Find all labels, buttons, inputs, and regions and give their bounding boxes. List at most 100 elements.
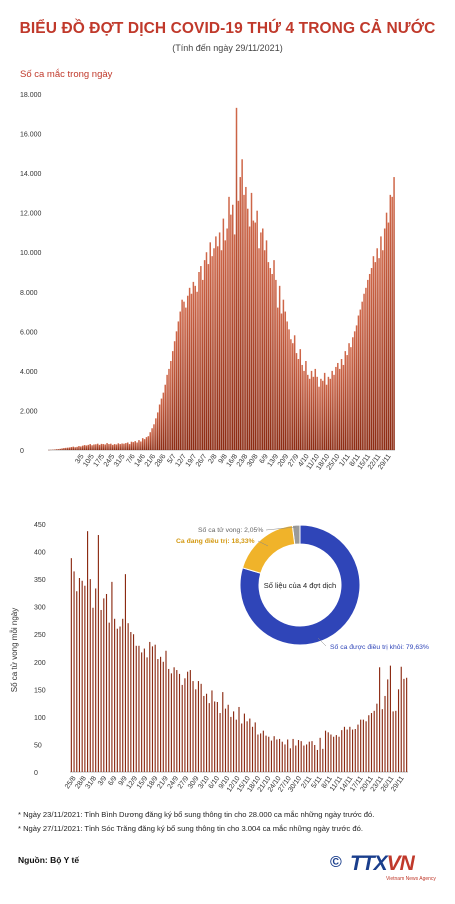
bar: [353, 331, 356, 450]
bar: [374, 262, 377, 450]
bar: [160, 656, 162, 772]
bar: [181, 299, 183, 450]
bar: [380, 236, 382, 450]
bar: [87, 444, 90, 450]
y-tick-label: 4.000: [20, 369, 38, 376]
bar: [119, 626, 121, 772]
bar: [278, 285, 281, 450]
bar: [357, 724, 359, 772]
bar: [270, 740, 273, 772]
bar: [156, 412, 159, 450]
bar: [362, 719, 364, 772]
bar: [379, 667, 381, 772]
bar: [168, 368, 170, 450]
bar: [98, 444, 101, 450]
bar: [322, 380, 324, 450]
y-tick-label: 12.000: [20, 211, 42, 218]
bar: [216, 702, 218, 772]
bar: [301, 364, 303, 450]
bar: [104, 444, 106, 450]
bar: [226, 228, 228, 450]
bar: [344, 351, 347, 450]
bar: [157, 659, 159, 772]
bar: [297, 359, 300, 450]
donut-leader-line: [317, 637, 327, 647]
bar: [355, 325, 358, 450]
bar: [132, 442, 135, 450]
bar: [209, 242, 211, 450]
bar: [57, 449, 60, 450]
y-tick-label: 250: [34, 632, 46, 639]
y-tick-label: 0: [34, 770, 38, 777]
bar: [138, 440, 140, 450]
y-tick-label: 50: [34, 742, 42, 749]
bar: [55, 449, 58, 450]
bar: [278, 738, 281, 772]
bar: [316, 749, 318, 772]
bar: [400, 666, 402, 772]
bar: [381, 709, 383, 772]
bar: [195, 689, 197, 772]
bar: [335, 366, 337, 450]
x-tick-label: 3/9: [97, 775, 108, 787]
donut-segment-label: Số ca tử vong: 2,05%: [198, 525, 263, 534]
note-2: * Ngày 27/11/2021: Tỉnh Sóc Trăng đăng k…: [18, 824, 363, 833]
bar: [135, 645, 137, 772]
bar: [230, 716, 232, 772]
bar: [406, 677, 408, 772]
bar: [110, 443, 112, 450]
bar: [177, 321, 180, 450]
bar: [327, 732, 329, 772]
x-tick-label: 31/8: [85, 775, 99, 790]
bar: [343, 726, 346, 772]
bar: [256, 210, 258, 450]
bar: [310, 370, 313, 450]
y-tick-label: 300: [34, 605, 46, 612]
bar: [70, 447, 73, 450]
ttxvn-logo: © TTXVN Vietnam News Agency: [330, 850, 440, 886]
bar: [258, 248, 260, 450]
bar: [303, 370, 305, 450]
bar: [66, 447, 69, 450]
bar: [145, 437, 148, 450]
bar: [352, 337, 354, 450]
x-tick-label: 6/9: [107, 775, 118, 787]
bar: [368, 715, 370, 772]
bar: [89, 579, 91, 772]
bar: [72, 446, 75, 450]
bar: [233, 711, 235, 772]
bar: [387, 222, 390, 450]
bar: [305, 361, 307, 450]
bar: [219, 713, 221, 772]
bar: [116, 628, 118, 772]
bar: [76, 591, 78, 772]
x-tick-label: 6/9: [259, 453, 270, 465]
bar: [349, 726, 351, 772]
bar: [235, 719, 237, 772]
bar: [218, 232, 221, 450]
bar: [173, 667, 175, 772]
bar: [136, 442, 138, 450]
bar: [337, 362, 339, 450]
bar: [222, 692, 224, 772]
bar: [260, 232, 262, 450]
bar: [103, 598, 105, 772]
bar: [153, 424, 155, 450]
bar: [289, 748, 291, 772]
bar: [389, 665, 391, 772]
bar: [286, 321, 288, 450]
bar: [263, 250, 266, 450]
bar: [175, 331, 178, 450]
bar: [311, 741, 313, 772]
bar: [271, 273, 273, 450]
bar: [155, 418, 157, 450]
bar: [113, 444, 116, 450]
bar: [91, 445, 93, 450]
bar: [323, 372, 326, 450]
bar: [97, 535, 99, 772]
bar: [128, 444, 131, 450]
y-tick-label: 2.000: [20, 408, 38, 415]
bar: [111, 581, 113, 772]
bar: [319, 737, 321, 772]
note-1: * Ngày 23/11/2021: Tỉnh Bình Dương đăng …: [18, 810, 375, 819]
